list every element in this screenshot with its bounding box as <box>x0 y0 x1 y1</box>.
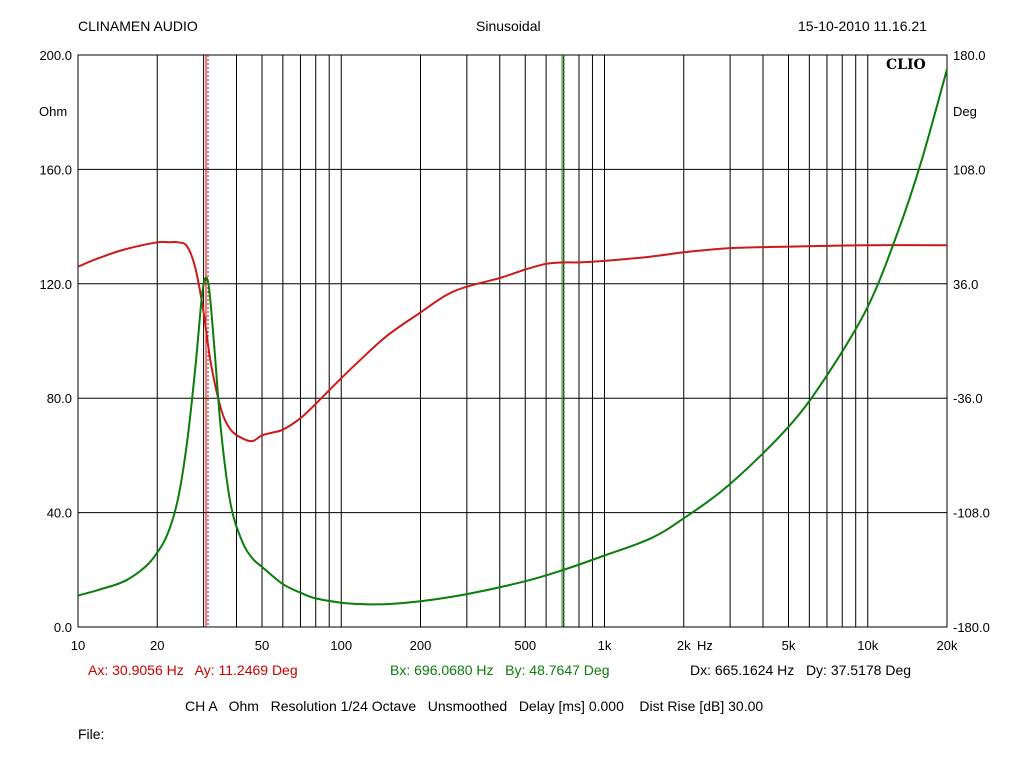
right-axis-ticks: 180.0 108.0 36.0 -36.0 -108.0 -180.0 <box>953 48 990 635</box>
measurement-settings: CH A Ohm Resolution 1/24 Octave Unsmooth… <box>185 698 764 714</box>
cursor-delta-readout: Dx: 665.1624 Hz Dy: 37.5178 Deg <box>690 662 912 678</box>
x-axis-tick-label: 20 <box>150 638 164 653</box>
x-axis-tick-label: 10 <box>71 638 85 653</box>
x-axis-tick-label: 500 <box>514 638 536 653</box>
header-company: CLINAMEN AUDIO <box>78 18 198 34</box>
right-axis-tick-label: -36.0 <box>953 391 983 406</box>
cursor-a-readout: Ax: 30.9056 Hz Ay: 11.2469 Deg <box>88 662 298 678</box>
right-axis-tick-label: 180.0 <box>953 48 986 63</box>
impedance-curve <box>77 240 948 443</box>
left-axis-tick-label: 160.0 <box>39 162 72 177</box>
left-axis-tick-label: 40.0 <box>47 506 72 521</box>
x-axis-tick-label: 50 <box>255 638 269 653</box>
x-axis-tick-label: 1k <box>598 638 612 653</box>
left-axis-tick-label: 0.0 <box>54 620 72 635</box>
clio-brand-logo: CLIO <box>886 57 926 73</box>
x-axis-tick-label: 10k <box>857 638 878 653</box>
left-axis-tick-label: 120.0 <box>39 277 72 292</box>
left-axis-unit-label: Ohm <box>39 104 67 119</box>
x-axis-tick-label: 200 <box>410 638 432 653</box>
right-axis-tick-label: -108.0 <box>953 506 990 521</box>
phase-curve <box>77 69 948 606</box>
cursor-b-readout: Bx: 696.0680 Hz By: 48.7647 Deg <box>390 662 610 678</box>
x-axis-ticks: 10 20 50 100 200 500 1k 2k 5k 10k 20k <box>71 638 958 653</box>
vertical-grid <box>77 55 948 627</box>
right-axis-tick-label: 108.0 <box>953 162 986 177</box>
horizontal-grid <box>78 54 947 628</box>
header-measurement-type: Sinusoidal <box>476 18 541 34</box>
file-label: File: <box>78 726 105 742</box>
right-axis-tick-label: -180.0 <box>953 620 990 635</box>
right-axis-unit-label: Deg <box>953 104 977 119</box>
left-axis-tick-label: 80.0 <box>47 391 72 406</box>
x-axis-tick-label: 5k <box>782 638 796 653</box>
left-axis-tick-label: 200.0 <box>39 48 72 63</box>
x-axis-unit-label: Hz <box>697 638 713 653</box>
left-axis-ticks: 200.0 160.0 120.0 80.0 40.0 0.0 <box>39 48 72 635</box>
x-axis-tick-label: 2k <box>677 638 691 653</box>
x-axis-tick-label: 20k <box>937 638 958 653</box>
plot-area <box>77 54 948 628</box>
right-axis-tick-label: 36.0 <box>953 277 978 292</box>
x-axis-tick-label: 100 <box>330 638 352 653</box>
data-series <box>77 69 948 606</box>
header-timestamp: 15-10-2010 11.16.21 <box>798 18 927 34</box>
